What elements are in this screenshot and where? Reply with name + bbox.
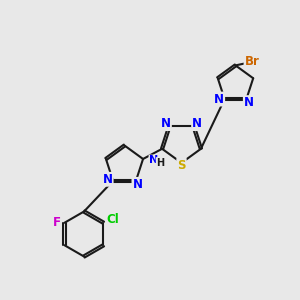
Text: N: N bbox=[214, 92, 224, 106]
Text: N: N bbox=[133, 178, 142, 191]
Text: N: N bbox=[192, 117, 202, 130]
Text: N: N bbox=[244, 96, 254, 109]
Text: Cl: Cl bbox=[106, 213, 119, 226]
Text: N: N bbox=[149, 155, 159, 166]
Text: S: S bbox=[177, 159, 186, 172]
Text: F: F bbox=[53, 216, 61, 229]
Text: Br: Br bbox=[244, 55, 260, 68]
Text: H: H bbox=[157, 158, 165, 168]
Text: N: N bbox=[161, 117, 171, 130]
Text: N: N bbox=[103, 173, 112, 186]
